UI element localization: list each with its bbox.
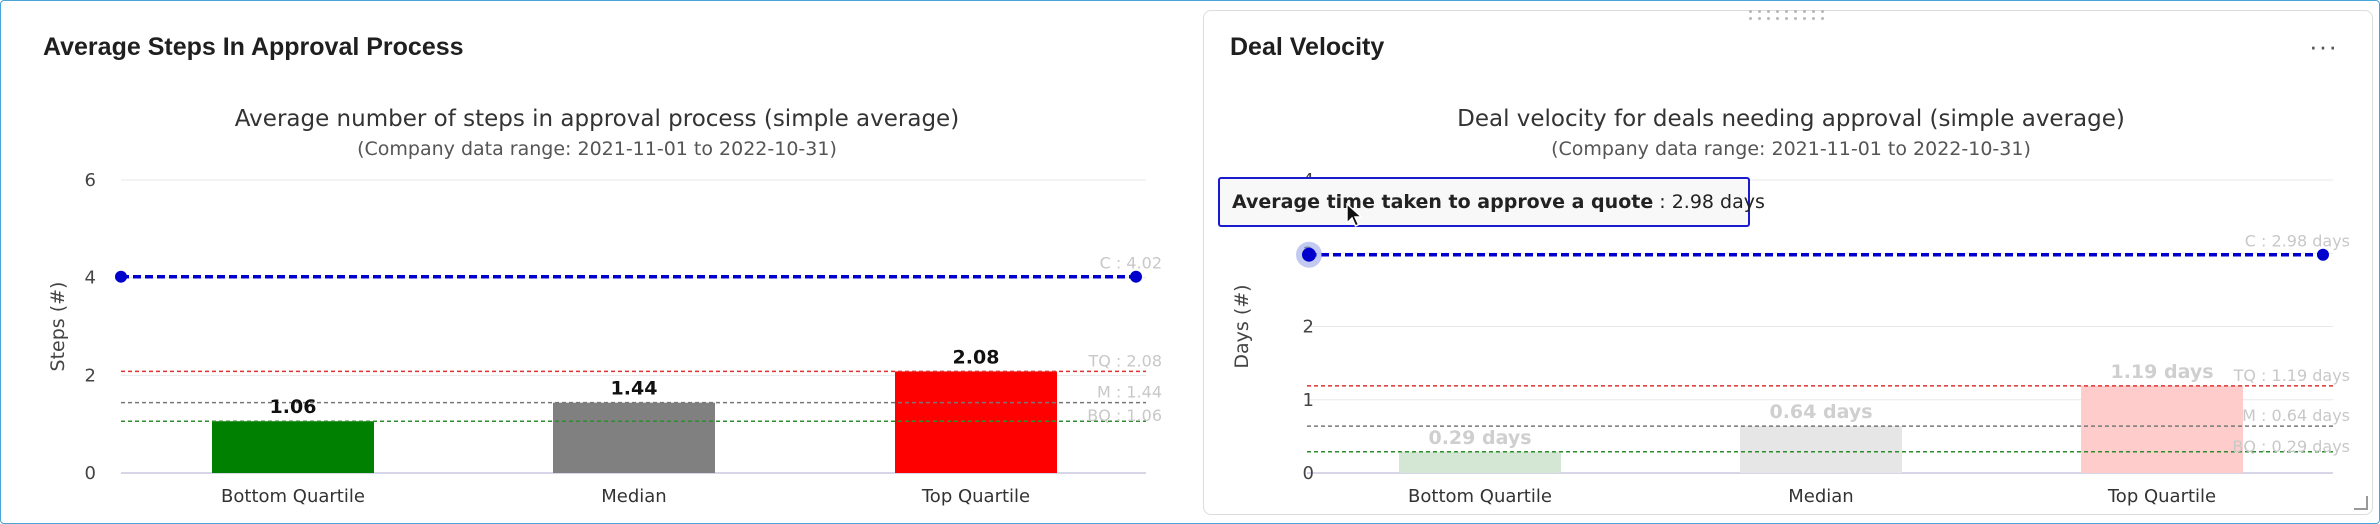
drag-dot [1821, 10, 1824, 13]
drag-dot [1767, 10, 1770, 13]
company-point [1302, 247, 1316, 262]
drag-dot [1794, 17, 1797, 20]
chart-subtitle: (Company data range: 2021-11-01 to 2022-… [1551, 138, 2031, 160]
y-axis-title: Days (#) [1231, 284, 1253, 368]
bar-value-label: 0.64 days [1769, 401, 1872, 423]
x-tick-label: Top Quartile [2107, 486, 2216, 507]
reference-line-label: BQ : 1.06 [1087, 406, 1162, 425]
resize-handle-icon[interactable] [2354, 496, 2368, 510]
bar [895, 371, 1057, 473]
company-line-label: C : 2.98 days [2245, 232, 2350, 251]
panel-title: Deal Velocity [1230, 33, 1385, 61]
bar [1740, 426, 1902, 473]
bar [212, 421, 374, 473]
mouse-pointer-icon [1346, 203, 1364, 227]
drag-dot [1767, 17, 1770, 20]
company-point [2317, 248, 2329, 261]
drag-dot [1803, 17, 1806, 20]
company-point [1130, 270, 1142, 283]
tooltip-label: Average time taken to approve a quote [1232, 191, 1654, 213]
bar-value-label: 1.06 [270, 396, 317, 418]
bar [2081, 385, 2243, 473]
drag-dot [1758, 17, 1761, 20]
bar-value-label: 1.19 days [2110, 361, 2213, 383]
reference-line-label: M : 1.44 [1097, 383, 1162, 402]
bar [1399, 451, 1561, 473]
bar-value-label: 2.08 [953, 346, 1000, 368]
company-point [115, 270, 127, 283]
bar-value-label: 0.29 days [1428, 427, 1531, 449]
drag-dot [1785, 10, 1788, 13]
drag-dot [1794, 10, 1797, 13]
x-tick-label: Median [1788, 486, 1853, 507]
drag-dot [1785, 17, 1788, 20]
drag-dot [1803, 10, 1806, 13]
drag-dot [1749, 10, 1752, 13]
y-tick-label: 1 [1303, 390, 1314, 411]
y-axis-title: Steps (#) [47, 282, 69, 372]
bar-value-label: 1.44 [611, 378, 658, 400]
y-tick-label: 2 [85, 365, 96, 386]
y-tick-label: 2 [1303, 317, 1314, 338]
x-tick-label: Median [601, 486, 666, 507]
reference-line-label: M : 0.64 days [2242, 406, 2350, 425]
drag-dot [1758, 10, 1761, 13]
company-line-label: C : 4.02 [1100, 254, 1162, 273]
x-tick-label: Top Quartile [921, 486, 1030, 507]
drag-dot [1749, 17, 1752, 20]
y-tick-label: 4 [85, 268, 96, 289]
x-tick-label: Bottom Quartile [221, 486, 365, 507]
y-tick-label: 0 [1303, 463, 1314, 484]
drag-handle-icon[interactable] [1749, 7, 1829, 23]
reference-line-label: BQ : 0.29 days [2232, 437, 2350, 456]
chart-title: Deal velocity for deals needing approval… [1457, 106, 2125, 132]
reference-line-label: TQ : 2.08 [1087, 351, 1162, 370]
reference-line-label: TQ : 1.19 days [2233, 366, 2350, 385]
y-tick-label: 6 [85, 170, 96, 191]
chart-tooltip: Average time taken to approve a quote : … [1218, 177, 1765, 227]
x-tick-label: Bottom Quartile [1408, 486, 1552, 507]
drag-dot [1776, 10, 1779, 13]
chart-title: Average number of steps in approval proc… [235, 106, 959, 132]
tooltip-value: : 2.98 days [1653, 191, 1765, 213]
bar [553, 402, 715, 473]
drag-dot [1812, 10, 1815, 13]
chart-subtitle: (Company data range: 2021-11-01 to 2022-… [357, 138, 837, 160]
steps-chart: Average number of steps in approval proc… [47, 106, 1162, 507]
panel-title: Average Steps In Approval Process [43, 33, 464, 61]
drag-dot [1821, 17, 1824, 20]
drag-dot [1776, 17, 1779, 20]
drag-dot [1812, 17, 1815, 20]
y-tick-label: 0 [85, 463, 96, 484]
